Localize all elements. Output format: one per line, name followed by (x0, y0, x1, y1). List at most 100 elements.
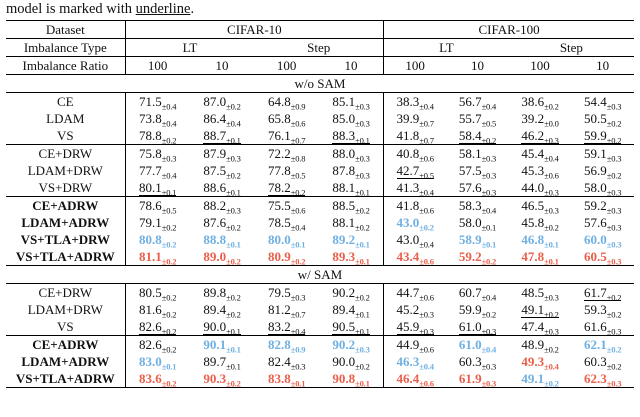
result-cell: 60.7±0.4 (446, 284, 509, 302)
std-dev: ±0.4 (290, 222, 306, 231)
std-dev: ±0.2 (226, 309, 241, 318)
table-row: LDAM 73.8±0.4 86.4±0.4 65.8±0.6 85.0±0.3 39.9… (6, 110, 634, 127)
std-dev: ±0.3 (606, 239, 622, 248)
method-label: VS (6, 318, 126, 336)
accuracy-value: 88.6±0.1 (203, 179, 241, 197)
result-cell: 58.0±0.1 (446, 214, 509, 232)
accuracy-value: 57.6±0.3 (584, 214, 622, 232)
section-title: w/ SAM (6, 265, 634, 284)
std-dev: ±0.3 (481, 361, 497, 370)
std-dev: ±0.6 (290, 118, 306, 127)
result-cell: 45.2±0.3 (383, 301, 447, 319)
std-dev: ±0.4 (161, 170, 177, 179)
accuracy-value: 89.2±0.1 (332, 231, 370, 249)
table-row: LDAM+DRW 81.6±0.2 89.4±0.2 81.2±0.7 89.4±0.1… (6, 301, 634, 318)
accuracy-value: 40.8±0.6 (396, 145, 434, 163)
std-dev: ±0.4 (481, 344, 497, 353)
accuracy-value: 75.8±0.3 (139, 145, 177, 163)
accuracy-value: 44.0±0.3 (521, 179, 559, 197)
accuracy-value: 76.1±0.7 (268, 127, 306, 145)
accuracy-value: 80.8±0.2 (139, 231, 177, 249)
table-row: LDAM+ADRW 79.1±0.2 87.6±0.2 78.5±0.4 88.1±0.… (6, 214, 634, 231)
result-cell: 90.1±0.1 (190, 336, 255, 354)
std-dev: ±0.2 (226, 101, 241, 110)
result-cell: 45.4±0.4 (509, 145, 572, 163)
result-cell: 90.2±0.3 (319, 336, 384, 354)
table-row: VS+TLA+ADRW 81.1±0.2 89.0±0.2 80.9±0.2 89.3±… (6, 248, 634, 266)
accuracy-value: 61.9±0.3 (458, 370, 497, 388)
result-cell: 61.0±0.3 (446, 318, 509, 336)
std-dev: ±0.1 (290, 239, 306, 248)
accuracy-value: 78.8±0.2 (139, 127, 177, 145)
accuracy-value: 80.5±0.2 (139, 284, 177, 302)
std-dev: ±0.4 (419, 239, 434, 248)
std-dev: ±0.3 (544, 135, 559, 145)
accuracy-value: 90.2±0.2 (332, 284, 370, 302)
accuracy-value: 59.3±0.2 (584, 301, 622, 319)
result-cell: 88.5±0.2 (319, 197, 384, 215)
method-label: LDAM+ADRW (21, 353, 110, 369)
caption-prefix: model is marked with (6, 1, 136, 17)
accuracy-value: 39.2±0.0 (521, 110, 559, 128)
std-dev: ±0.4 (419, 101, 434, 110)
std-dev: ±0.3 (606, 187, 622, 197)
accuracy-value: 87.8±0.3 (332, 162, 370, 180)
accuracy-value: 89.7±0.1 (203, 353, 241, 371)
accuracy-value: 56.7±0.4 (458, 93, 497, 111)
std-dev: ±0.6 (419, 292, 434, 301)
std-dev: ±0.2 (161, 239, 177, 248)
accuracy-value: 45.2±0.3 (396, 301, 434, 319)
result-cell: 54.4±0.3 (571, 93, 634, 111)
accuracy-value: 62.3±0.3 (584, 370, 622, 388)
result-cell: 75.8±0.3 (124, 144, 190, 163)
result-cell: 61.7±0.2 (571, 284, 634, 301)
accuracy-value: 61.7±0.2 (584, 284, 622, 301)
accuracy-value: 78.2±0.2 (268, 179, 306, 197)
result-cell: 61.9±0.3 (446, 370, 509, 388)
result-cell: 39.2±0.0 (509, 110, 572, 128)
result-cell: 46.2±0.3 (508, 127, 572, 145)
std-dev: ±0.9 (290, 101, 306, 110)
result-cell: 80.8±0.2 (124, 231, 190, 249)
std-dev: ±0.6 (419, 378, 434, 388)
accuracy-value: 75.5±0.6 (268, 197, 306, 215)
std-dev: ±0.2 (544, 222, 559, 231)
accuracy-value: 88.1±0.2 (332, 214, 370, 232)
result-cell: 85.1±0.3 (319, 93, 384, 111)
std-dev: ±0.3 (355, 153, 370, 162)
std-dev: ±0.3 (290, 361, 306, 370)
accuracy-value: 80.1±0.1 (139, 179, 177, 197)
result-cell: 46.5±0.3 (509, 197, 572, 215)
std-dev: ±0.2 (606, 344, 622, 353)
dataset-cifar10: CIFAR-10 (124, 20, 384, 39)
std-dev: ±0.2 (355, 292, 370, 301)
section-band: w/o SAM (6, 74, 634, 93)
accuracy-value: 72.2±0.8 (268, 145, 306, 163)
result-cell: 82.6±0.2 (124, 318, 190, 336)
table-row: VS+TLA+DRW 80.8±0.2 88.8±0.1 80.0±0.1 89.2±0… (6, 231, 634, 248)
result-cell: 48.5±0.3 (509, 284, 572, 302)
table-row: CE+ADRW 82.6±0.2 90.1±0.1 82.8±0.9 90.2±0.3 4… (6, 335, 634, 354)
accuracy-value: 46.4±0.6 (396, 370, 434, 388)
std-dev: ±0.1 (355, 187, 370, 197)
result-cell: 43.0±0.2 (383, 214, 447, 231)
result-cell: 87.9±0.3 (190, 145, 255, 163)
ratio-value: 100 (508, 56, 572, 75)
accuracy-value: 81.2±0.7 (268, 301, 306, 319)
std-dev: ±0.2 (544, 378, 559, 388)
result-cell: 57.6±0.3 (571, 214, 634, 232)
result-cell: 46.4±0.6 (383, 370, 447, 388)
accuracy-value: 88.3±0.1 (332, 127, 370, 145)
std-dev: ±0.2 (355, 361, 370, 370)
std-dev: ±0.2 (161, 135, 177, 145)
std-dev: ±0.3 (419, 326, 434, 336)
method-label: VS+DRW (6, 179, 126, 197)
result-cell: 86.4±0.4 (190, 110, 255, 128)
accuracy-value: 82.6±0.2 (139, 318, 177, 336)
table-row: CE+DRW 80.5±0.2 89.8±0.2 79.5±0.3 90.2±0.2 44… (6, 283, 634, 302)
result-cell: 82.6±0.2 (124, 335, 190, 353)
accuracy-value: 79.5±0.3 (268, 284, 306, 302)
std-dev: ±0.1 (355, 135, 370, 145)
result-cell: 87.8±0.3 (319, 162, 384, 180)
std-dev: ±0.1 (226, 326, 241, 336)
